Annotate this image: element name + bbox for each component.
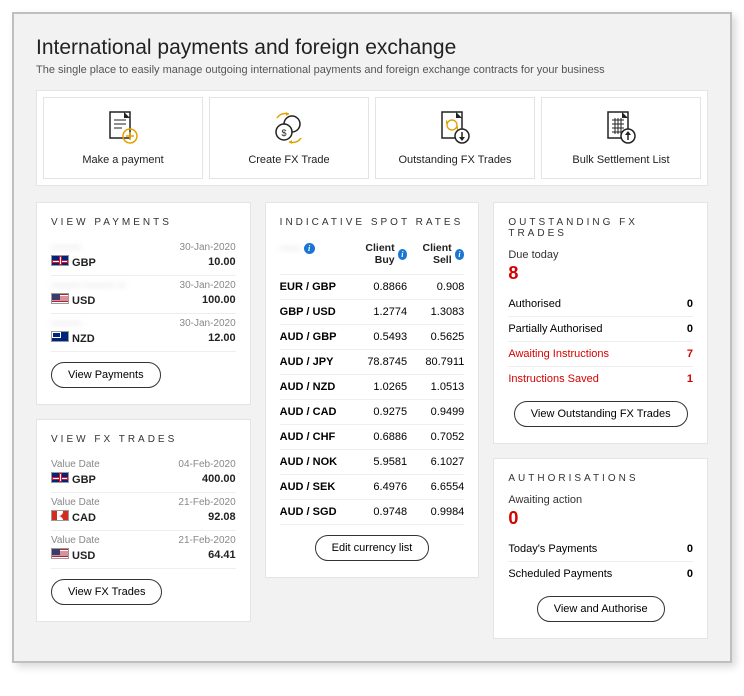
info-icon[interactable]: i [304, 243, 315, 254]
view-payments-panel: VIEW PAYMENTS ———30-Jan-2020 GBP10.00———… [36, 202, 251, 405]
rate-row: AUD / CAD0.92750.9499 [280, 400, 465, 425]
make-payment-card[interactable]: Make a payment [43, 97, 203, 179]
awaiting-action-label: Awaiting action [508, 494, 693, 506]
due-today-label: Due today [508, 249, 693, 261]
view-fx-trades-title: VIEW FX TRADES [51, 434, 236, 445]
document-refresh-icon [380, 108, 530, 148]
client-buy-header: Client Buy [350, 242, 395, 266]
payment-item[interactable]: ——— ——— —30-Jan-2020 USD100.00 [51, 276, 236, 314]
outstanding-row[interactable]: Authorised0 [508, 292, 693, 317]
outstanding-row[interactable]: Partially Authorised0 [508, 317, 693, 342]
outstanding-row[interactable]: Instructions Saved1 [508, 367, 693, 391]
payment-item[interactable]: ———30-Jan-2020 GBP10.00 [51, 238, 236, 276]
outstanding-row[interactable]: Awaiting Instructions7 [508, 342, 693, 367]
awaiting-action-count: 0 [508, 508, 693, 529]
rate-row: AUD / SGD0.97480.9984 [280, 500, 465, 525]
rate-row: AUD / CHF0.68860.7052 [280, 425, 465, 450]
view-payments-button[interactable]: View Payments [51, 362, 161, 388]
dashboard-frame: International payments and foreign excha… [12, 12, 732, 663]
authorisation-row[interactable]: Today's Payments0 [508, 537, 693, 562]
rate-row: AUD / JPY78.874580.7911 [280, 350, 465, 375]
client-sell-header: Client Sell [407, 242, 452, 266]
page-subtitle: The single place to easily manage outgoi… [36, 64, 708, 76]
outstanding-fx-title: OUTSTANDING FX TRADES [508, 217, 693, 239]
make-payment-label: Make a payment [48, 154, 198, 166]
rate-row: AUD / NZD1.02651.0513 [280, 375, 465, 400]
create-fx-card[interactable]: $ Create FX Trade [209, 97, 369, 179]
bulk-settlement-card[interactable]: Bulk Settlement List [541, 97, 701, 179]
info-icon[interactable]: i [455, 249, 465, 260]
spot-rates-title: INDICATIVE SPOT RATES [280, 217, 465, 228]
fx-trade-item[interactable]: Value Date21-Feb-2020✦ CAD92.08 [51, 493, 236, 531]
outstanding-fx-label: Outstanding FX Trades [380, 154, 530, 166]
due-today-count: 8 [508, 263, 693, 284]
edit-currency-button[interactable]: Edit currency list [315, 535, 430, 561]
create-fx-label: Create FX Trade [214, 154, 364, 166]
action-row: Make a payment $ Create FX Trade Outstan… [36, 90, 708, 186]
authorisation-row[interactable]: Scheduled Payments0 [508, 562, 693, 586]
outstanding-fx-card[interactable]: Outstanding FX Trades [375, 97, 535, 179]
spot-rates-panel: INDICATIVE SPOT RATES —— i Client Buy i … [265, 202, 480, 578]
rate-row: GBP / USD1.27741.3083 [280, 300, 465, 325]
view-fx-trades-button[interactable]: View FX Trades [51, 579, 162, 605]
rate-row: EUR / GBP0.88660.908 [280, 275, 465, 300]
svg-text:$: $ [281, 128, 286, 138]
view-outstanding-button[interactable]: View Outstanding FX Trades [514, 401, 688, 427]
payment-item[interactable]: ———30-Jan-2020 NZD12.00 [51, 314, 236, 352]
outstanding-fx-panel: OUTSTANDING FX TRADES Due today 8 Author… [493, 202, 708, 444]
document-plus-icon [48, 108, 198, 148]
rate-row: AUD / NOK5.95816.1027 [280, 450, 465, 475]
rates-header: —— i Client Buy i Client Sell i [280, 238, 465, 275]
view-payments-title: VIEW PAYMENTS [51, 217, 236, 228]
fx-trade-item[interactable]: Value Date21-Feb-2020 USD64.41 [51, 531, 236, 569]
view-fx-trades-panel: VIEW FX TRADES Value Date04-Feb-2020 GBP… [36, 419, 251, 622]
bulk-settlement-label: Bulk Settlement List [546, 154, 696, 166]
authorisations-panel: AUTHORISATIONS Awaiting action 0 Today's… [493, 458, 708, 639]
exchange-coins-icon: $ [214, 108, 364, 148]
rate-row: AUD / GBP0.54930.5625 [280, 325, 465, 350]
fx-trade-item[interactable]: Value Date04-Feb-2020 GBP400.00 [51, 455, 236, 493]
info-icon[interactable]: i [398, 249, 407, 260]
page-title: International payments and foreign excha… [36, 36, 708, 60]
rate-row: AUD / SEK6.49766.6554 [280, 475, 465, 500]
document-grid-up-icon [546, 108, 696, 148]
authorisations-title: AUTHORISATIONS [508, 473, 693, 484]
view-authorise-button[interactable]: View and Authorise [537, 596, 665, 622]
